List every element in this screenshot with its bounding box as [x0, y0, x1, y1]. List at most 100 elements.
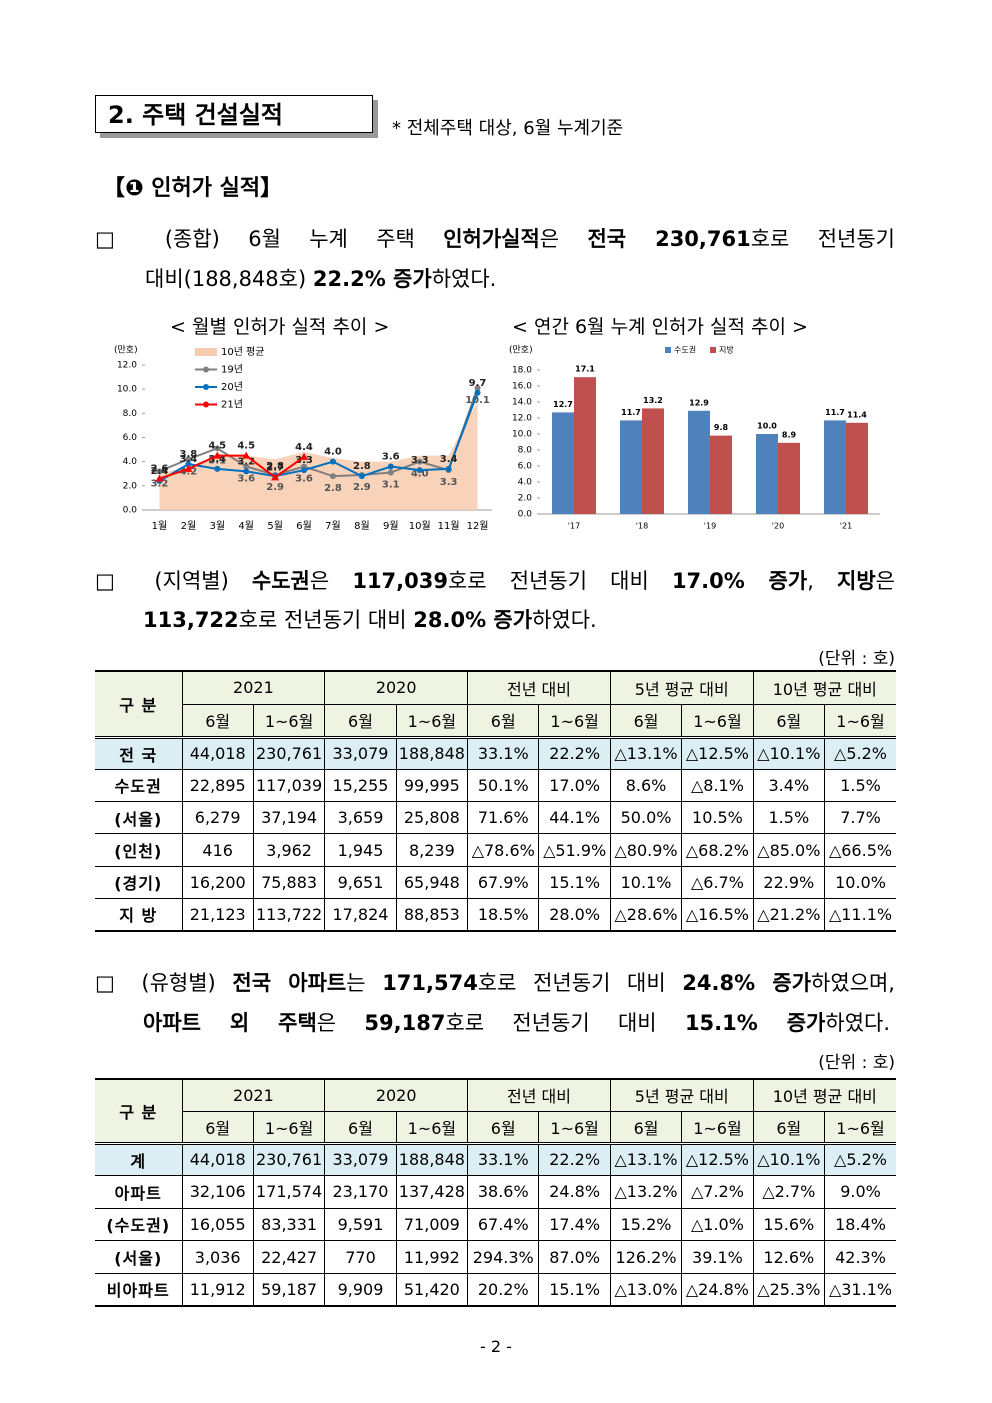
header-cell: 1~6월 — [824, 703, 896, 738]
table-cell: 15.6% — [752, 1207, 826, 1242]
y-tick-label: 4.0 — [123, 457, 138, 467]
table-row: 아파트 32,106 171,574 23,170 137,428 38.6% 24.8% △… — [95, 1175, 896, 1209]
table-cell: △24.8% — [681, 1272, 754, 1307]
data-label: 2.6 — [151, 464, 169, 475]
table-cell: 15,255 — [324, 768, 397, 803]
table-cell: △8.1% — [681, 768, 754, 803]
header-cell: 1~6월 — [681, 703, 754, 738]
marker — [474, 389, 481, 396]
table-cell: 67.4% — [467, 1207, 540, 1242]
table-cell: △66.5% — [824, 833, 896, 867]
table-cell: △5.2% — [824, 735, 896, 770]
x-tick-label: '17 — [568, 522, 580, 531]
header-row: 6월 1~6월 6월 1~6월 6월 1~6월 6월 1~6월 6월 1~6월 — [95, 1110, 896, 1144]
header-cell: 6월 — [467, 1110, 540, 1144]
legend-label: 수도권 — [674, 345, 696, 355]
data-label: 8.9 — [782, 430, 797, 439]
table-cell: (서울) — [95, 1240, 183, 1274]
table-cell: △1.0% — [681, 1207, 754, 1242]
header-cell: 10년 평균 대비 — [752, 1078, 896, 1112]
text-run: 전국 아파트 — [232, 971, 347, 995]
marker — [271, 473, 280, 481]
table-cell: 11,912 — [181, 1272, 254, 1307]
text-run: □ (종합) 6월 누계 주택 — [95, 227, 444, 251]
legend-label: 지방 — [719, 345, 734, 355]
marker — [214, 465, 221, 472]
header-cell: 1~6월 — [681, 1110, 754, 1144]
bar — [620, 420, 642, 514]
text-run: 대비(188,848호) — [145, 267, 313, 291]
header-cell: 6월 — [182, 703, 254, 738]
table-cell: 16,055 — [181, 1207, 254, 1242]
marker — [156, 468, 163, 475]
table-cell: △13.2% — [609, 1175, 683, 1209]
table-cell: (수도권) — [95, 1207, 183, 1242]
text-run: 22.2% 증가 — [312, 267, 432, 291]
header-cell: 1~6월 — [824, 1110, 896, 1144]
text-run: □ (유형별) — [95, 971, 233, 995]
y-tick-label: 2.0 — [123, 481, 138, 491]
paragraph-line: 아파트 외 주택은 59,187호로 전년동기 대비 15.1% 증가하였다. — [143, 1008, 890, 1038]
table-cell: 15.2% — [609, 1207, 683, 1242]
table-row: 지 방 21,123 113,722 17,824 88,853 18.5% 28.0% △2… — [95, 897, 896, 932]
paragraph-line: 대비(188,848호) 22.2% 증가하였다. — [145, 264, 496, 294]
table-cell: 17,824 — [324, 897, 397, 932]
x-tick-label: 7월 — [325, 520, 341, 532]
header-cell: 1~6월 — [395, 1110, 469, 1144]
unit-label: (단위 : 호) — [818, 649, 895, 669]
marker — [416, 467, 423, 474]
x-tick-label: 4월 — [238, 520, 254, 532]
data-label: 4.4 — [295, 442, 313, 453]
y-tick-label: 12.0 — [117, 361, 137, 371]
data-label: 3.3 — [440, 477, 458, 488]
table-cell: 20.2% — [467, 1272, 540, 1307]
marker — [387, 469, 394, 476]
text-run: 호로 전년동기 — [750, 227, 895, 251]
header-cell: 6월 — [182, 1110, 254, 1144]
header-cell: 1~6월 — [538, 703, 611, 738]
table-cell: 22,427 — [252, 1240, 326, 1274]
bar-chart: (만호) 0.0 2.0 4.0 6.0 8.0 10.0 12.0 14.0 16.0 18.0 '… — [509, 345, 880, 531]
legend-label: 21년 — [221, 399, 243, 411]
table-cell: 18.4% — [824, 1207, 896, 1242]
table-cell: 9,591 — [324, 1207, 397, 1242]
data-label: 3.2 — [237, 456, 255, 467]
y-tick-label: 8.0 — [123, 409, 138, 419]
y-tick-label: 2.0 — [518, 494, 533, 504]
data-label: 3.6 — [382, 452, 400, 463]
table-cell: 15.1% — [538, 865, 611, 899]
table-cell: 8.6% — [609, 768, 683, 803]
unit-label: (단위 : 호) — [818, 1053, 895, 1073]
text-run: 24.8% 증가 — [682, 971, 812, 995]
text-run: 117,039 — [352, 569, 448, 593]
table-cell: 22.2% — [538, 735, 611, 770]
page-number: - 2 - — [480, 1337, 512, 1356]
marker — [185, 461, 192, 468]
header-cell: 6월 — [467, 703, 540, 738]
table-cell: 24.8% — [538, 1175, 611, 1209]
bar — [846, 422, 868, 514]
x-tick-label: '21 — [840, 522, 852, 531]
data-label: 3.6 — [295, 474, 313, 485]
marker — [155, 474, 164, 482]
bar — [778, 442, 800, 514]
table-cell: 28.0% — [538, 897, 611, 932]
text-run: 은 — [539, 227, 588, 251]
data-label: 5.1 — [208, 455, 226, 466]
marker — [242, 451, 251, 459]
text-run: 호로 전년동기 대비 — [477, 971, 683, 995]
text-run: 호로 전년동기 대비 — [238, 608, 414, 632]
table-cell: △16.5% — [681, 897, 754, 932]
table-cell: △13.0% — [609, 1272, 683, 1307]
header-cell: 10년 평균 대비 — [752, 670, 896, 705]
header-cell: 6월 — [752, 1110, 826, 1144]
table-cell: 지 방 — [95, 897, 183, 932]
table-cell: 33,079 — [324, 1141, 397, 1177]
marker — [243, 463, 250, 470]
data-label: 3.4 — [440, 454, 458, 465]
y-tick-label: 12.0 — [512, 414, 532, 424]
table-row: (서울) 3,036 22,427 770 11,992 294.3% 87.0% 126.2… — [95, 1240, 896, 1274]
marker — [474, 384, 481, 391]
text-run: 59,187 — [364, 1011, 446, 1035]
marker — [358, 473, 365, 480]
